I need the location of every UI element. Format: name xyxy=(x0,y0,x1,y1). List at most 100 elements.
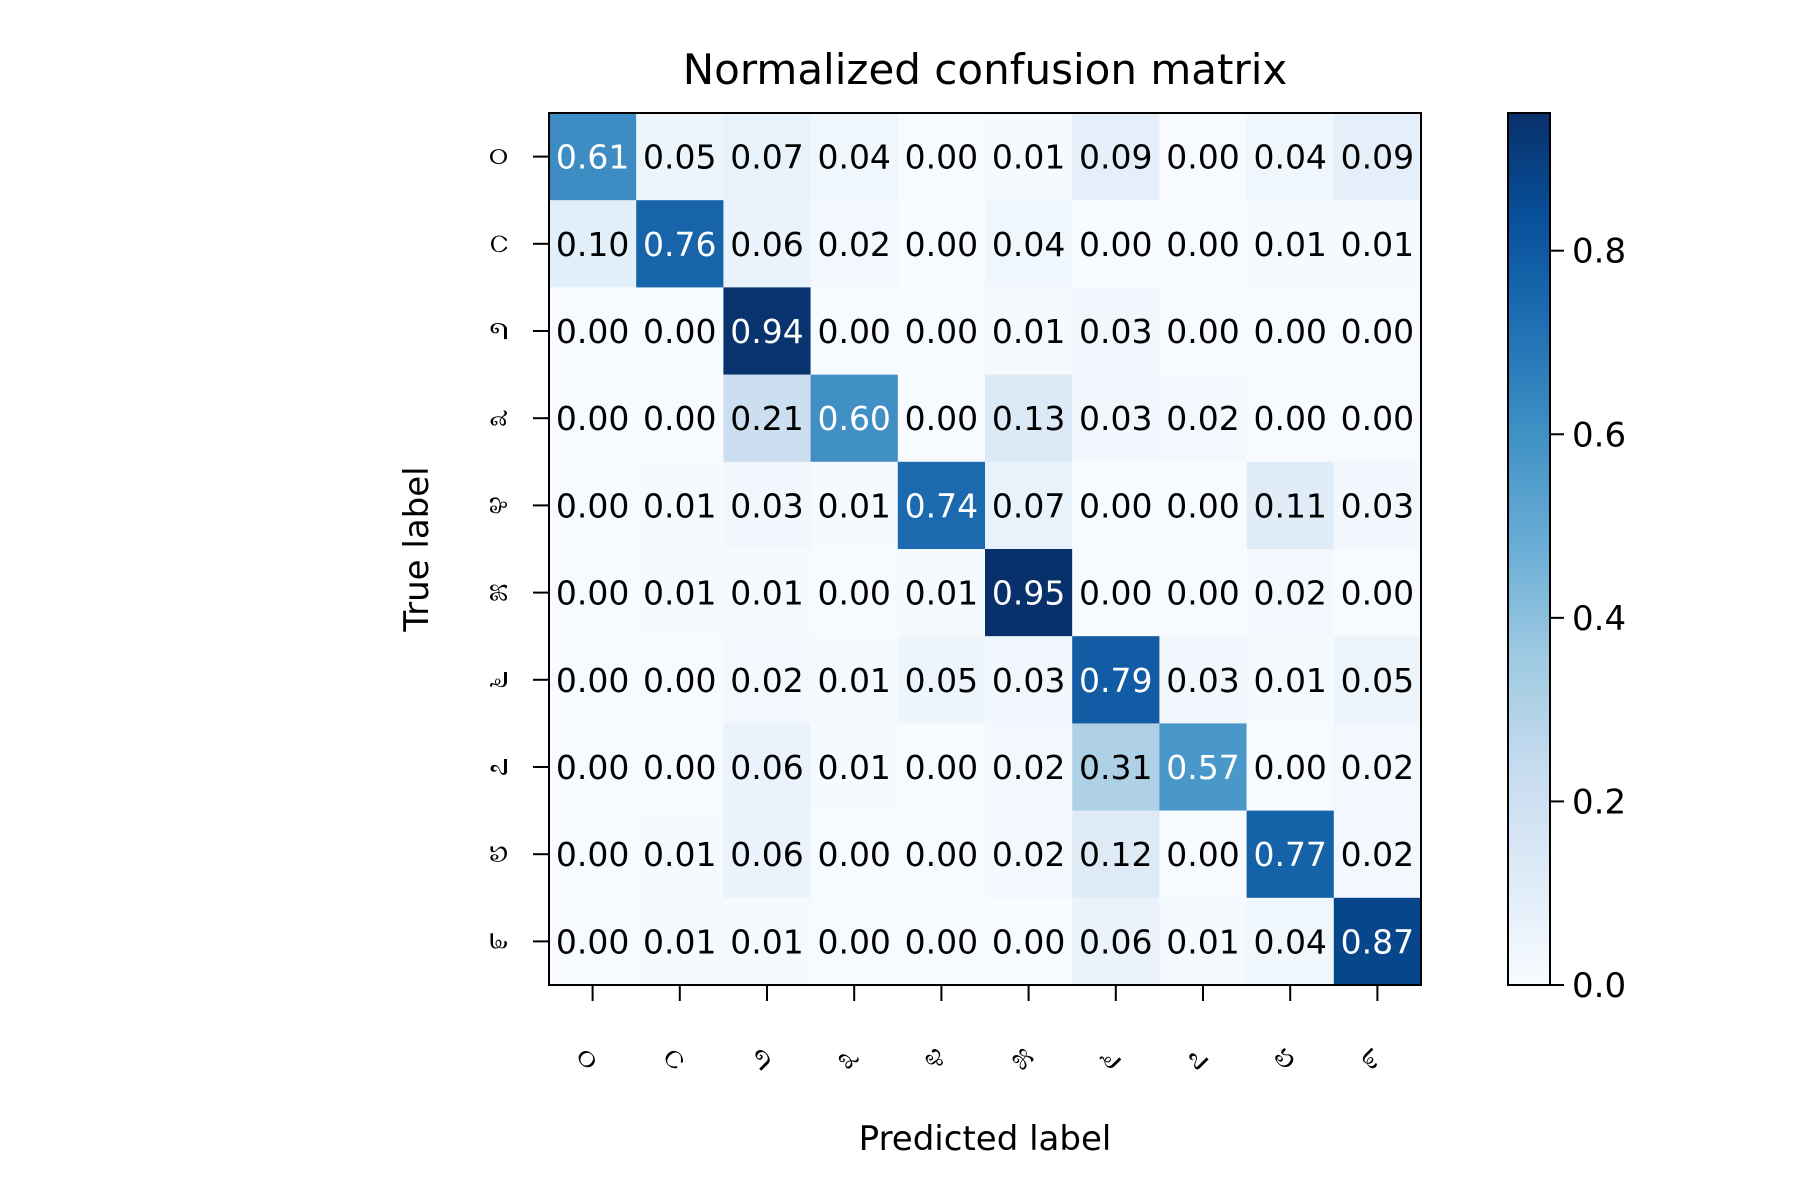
heatmap-cell-label: 0.00 xyxy=(1166,312,1239,351)
heatmap-cell-label: 0.74 xyxy=(905,486,978,525)
heatmap-cell xyxy=(1333,810,1422,898)
heatmap-cell-label: 0.00 xyxy=(556,835,629,874)
heatmap-cell-label: 0.01 xyxy=(905,574,978,613)
heatmap-cell xyxy=(810,461,898,550)
heatmap-cell xyxy=(549,374,637,462)
heatmap-cell-label: 0.03 xyxy=(1341,486,1414,525)
heatmap-cell xyxy=(897,200,986,288)
colorbar-tick-label: 0.2 xyxy=(1572,782,1626,822)
heatmap-cell-label: 0.00 xyxy=(1341,399,1414,438)
heatmap-cell xyxy=(1159,200,1247,288)
heatmap-cell xyxy=(723,897,811,986)
heatmap-cell xyxy=(1333,897,1422,986)
heatmap-cell xyxy=(810,287,898,375)
heatmap-cell xyxy=(1333,636,1422,724)
heatmap-cell-label: 0.79 xyxy=(1079,661,1152,700)
heatmap-cell xyxy=(1333,723,1422,811)
heatmap-cell-label: 0.00 xyxy=(1079,574,1152,613)
y-axis-tick-label: ೬ xyxy=(476,670,516,689)
heatmap-cell xyxy=(1333,113,1422,201)
heatmap-cell xyxy=(1333,374,1422,462)
heatmap-cell-label: 0.06 xyxy=(730,748,803,787)
heatmap-cell-label: 0.00 xyxy=(1166,225,1239,264)
heatmap-cell-label: 0.01 xyxy=(643,922,716,961)
colorbar-tick-label: 0.0 xyxy=(1572,966,1626,1006)
heatmap-cell xyxy=(636,461,724,550)
heatmap-cell-label: 0.00 xyxy=(992,922,1065,961)
heatmap-cell-label: 0.95 xyxy=(992,574,1065,613)
heatmap-cell xyxy=(636,549,724,637)
heatmap-cell-label: 0.60 xyxy=(817,399,890,438)
heatmap-cell xyxy=(636,113,724,201)
x-axis-tick-label: ೩ xyxy=(826,1036,868,1078)
heatmap-cell-label: 0.01 xyxy=(817,661,890,700)
heatmap-cell-label: 0.00 xyxy=(905,399,978,438)
heatmap-cell-label: 0.09 xyxy=(1079,138,1152,177)
heatmap-cell-label: 0.76 xyxy=(643,225,716,264)
x-axis-tick-label: ೭ xyxy=(1174,1036,1216,1078)
heatmap-cell xyxy=(636,374,724,462)
heatmap-cell xyxy=(549,636,637,724)
heatmap-cell-label: 0.00 xyxy=(556,486,629,525)
heatmap-cell xyxy=(723,549,811,637)
heatmap-cell-label: 0.01 xyxy=(1341,225,1414,264)
heatmap-cell-label: 0.00 xyxy=(1253,312,1326,351)
heatmap-cell-label: 0.12 xyxy=(1079,835,1152,874)
heatmap-cell-label: 0.01 xyxy=(992,138,1065,177)
x-axis-tick-label: ೬ xyxy=(1087,1036,1129,1078)
heatmap-cell-label: 0.21 xyxy=(730,399,803,438)
heatmap-cell xyxy=(897,374,986,462)
y-axis-tick-label: ೨ xyxy=(476,321,516,340)
heatmap-cell-label: 0.00 xyxy=(1166,835,1239,874)
heatmap-cell xyxy=(1072,287,1160,375)
heatmap-cell-label: 0.00 xyxy=(643,312,716,351)
colorbar-tick-label: 0.8 xyxy=(1572,232,1626,272)
heatmap-cell xyxy=(636,287,724,375)
heatmap-cell-label: 0.04 xyxy=(992,225,1065,264)
heatmap-cell xyxy=(723,374,811,462)
heatmap-cell xyxy=(1159,636,1247,724)
heatmap-cell-label: 0.11 xyxy=(1253,486,1326,525)
heatmap-cell xyxy=(636,200,724,288)
heatmap-cell-label: 0.01 xyxy=(992,312,1065,351)
heatmap-cell-label: 0.03 xyxy=(730,486,803,525)
heatmap-cell xyxy=(1246,549,1334,637)
x-axis-tick-label: ೨ xyxy=(738,1036,780,1078)
heatmap-cell xyxy=(897,287,986,375)
heatmap-cell xyxy=(1333,200,1422,288)
heatmap-cell-label: 0.57 xyxy=(1166,748,1239,787)
x-axis-tick-label: ೪ xyxy=(913,1036,955,1078)
heatmap-cell-label: 0.04 xyxy=(1253,922,1326,961)
x-axis-ticks: ೦ ೧ ೨ ೩ ೪ ೫ ೬ ೭ ೮ ೯ xyxy=(564,985,1390,1078)
heatmap-cell-label: 0.06 xyxy=(1079,922,1152,961)
heatmap-cell-labels: 0.61 0.05 0.07 0.04 0.00 0.01 0.09 0.00 0.04 0.09… xyxy=(556,138,1414,962)
heatmap-cell-label: 0.00 xyxy=(556,748,629,787)
colorbar-tick-label: 0.4 xyxy=(1572,599,1626,639)
heatmap-cell-label: 0.00 xyxy=(556,922,629,961)
y-axis-tick-label: ೪ xyxy=(476,496,516,515)
heatmap-cell xyxy=(1246,200,1334,288)
heatmap-cell-label: 0.00 xyxy=(1341,574,1414,613)
heatmap-cell xyxy=(723,810,811,898)
heatmap-cell-label: 0.00 xyxy=(905,225,978,264)
heatmap-cell-label: 0.02 xyxy=(1341,835,1414,874)
heatmap-cell-label: 0.00 xyxy=(1166,486,1239,525)
heatmap-cell-label: 0.00 xyxy=(556,312,629,351)
heatmap-cell-label: 0.04 xyxy=(817,138,890,177)
heatmap-cell-label: 0.00 xyxy=(905,312,978,351)
heatmap-frame xyxy=(548,112,1422,986)
x-axis-tick-label: ೫ xyxy=(1000,1036,1042,1078)
heatmap-cell xyxy=(723,200,811,288)
heatmap-cell xyxy=(985,897,1073,986)
heatmap-cell-label: 0.01 xyxy=(1253,225,1326,264)
heatmap-cell xyxy=(810,636,898,724)
y-axis-tick-label: ೦ xyxy=(476,147,516,166)
heatmap-cell xyxy=(1072,810,1160,898)
heatmap-cell xyxy=(897,810,986,898)
heatmap-cell xyxy=(897,113,986,201)
heatmap-cell-label: 0.01 xyxy=(643,574,716,613)
heatmap-cell xyxy=(1072,461,1160,550)
heatmap-cell-label: 0.00 xyxy=(1253,748,1326,787)
heatmap-cell-label: 0.01 xyxy=(817,748,890,787)
x-axis-tick-label: ೦ xyxy=(564,1036,606,1078)
